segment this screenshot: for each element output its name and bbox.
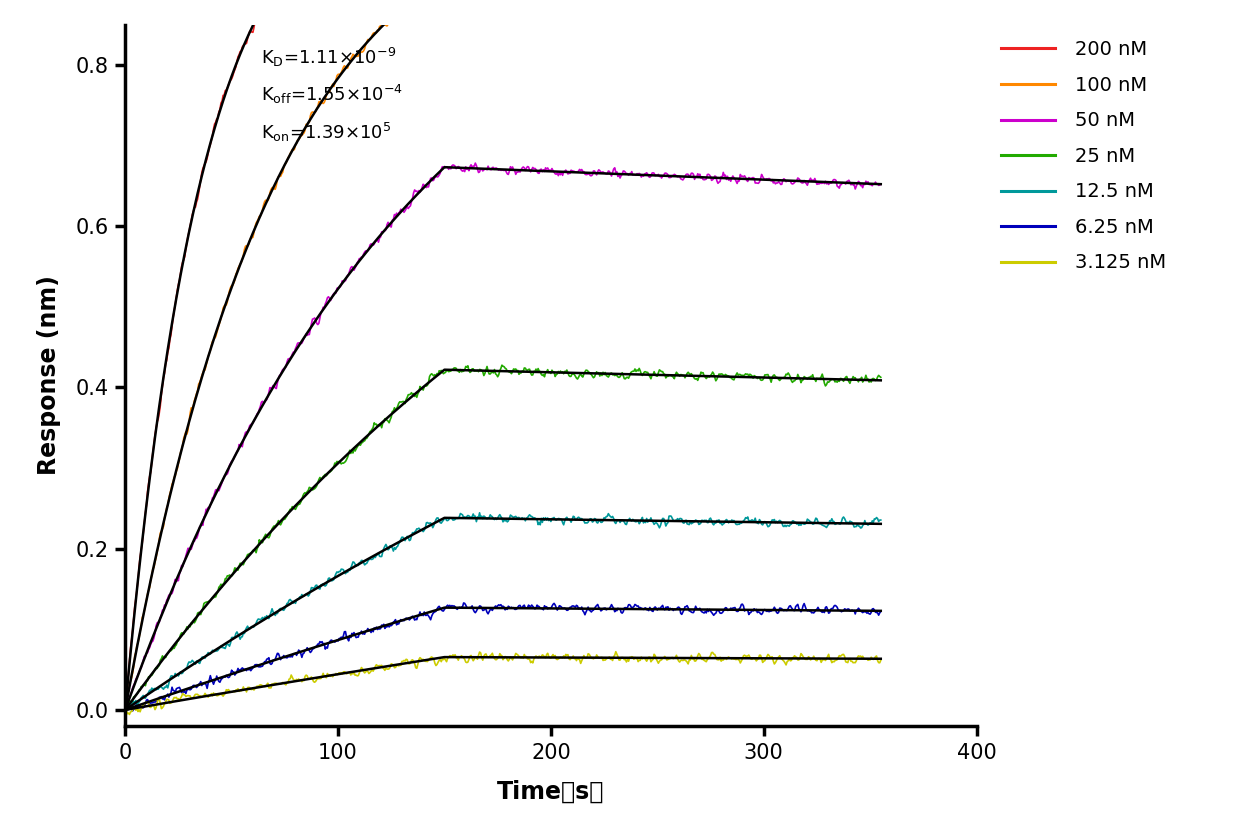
Y-axis label: Response (nm): Response (nm) [38, 276, 61, 475]
Legend: 200 nM, 100 nM, 50 nM, 25 nM, 12.5 nM, 6.25 nM, 3.125 nM: 200 nM, 100 nM, 50 nM, 25 nM, 12.5 nM, 6… [995, 35, 1172, 278]
X-axis label: Time（s）: Time（s） [497, 780, 605, 804]
Text: $\mathrm{K_D}$=1.11×10$^{-9}$
$\mathrm{K_{off}}$=1.55×10$^{-4}$
$\mathrm{K_{on}}: $\mathrm{K_D}$=1.11×10$^{-9}$ $\mathrm{K… [262, 45, 403, 144]
